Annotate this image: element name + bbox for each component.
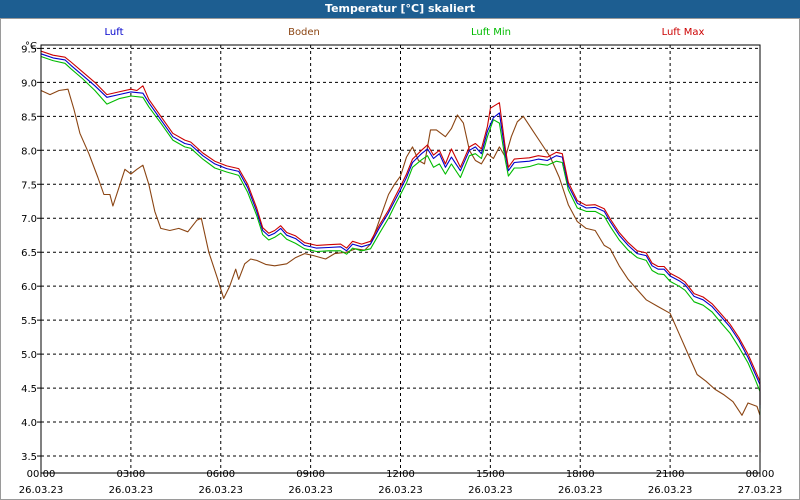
series-line-luft-max [40,50,761,406]
series-line-boden [40,88,761,453]
temperature-chart: °C Luft Boden Luft Min Luft Max 3.5 4.0 4.5 5.… [19,27,783,496]
x-tick-label-time: 00:00 [27,469,56,480]
y-tick-label: 5.5 [21,316,37,327]
x-tick-label-date: 26.03.23 [19,485,64,496]
x-tick-label-time: 09:00 [296,469,325,480]
y-axis-label: °C [25,41,37,52]
legend-item-luft-min: Luft Min [471,27,511,38]
series-line-luft [40,53,761,409]
legend-item-luft: Luft [105,27,124,38]
chart-panel: °C Luft Boden Luft Min Luft Max 3.5 4.0 4.5 5.… [0,18,800,500]
y-tick-label: 5.0 [21,350,37,361]
legend: Luft Boden Luft Min Luft Max [105,27,705,38]
y-tick-label: 9.0 [21,78,37,89]
x-tick-label-date: 26.03.23 [378,485,423,496]
legend-item-luft-max: Luft Max [662,27,705,38]
x-tick-label-time: 21:00 [656,469,685,480]
y-tick-label: 4.0 [21,418,37,429]
x-tick-label-date: 26.03.23 [648,485,693,496]
x-tick-label-time: 18:00 [566,469,595,480]
y-tick-label: 8.5 [21,112,37,123]
y-tick-label: 6.0 [21,282,37,293]
y-axis: 3.5 4.0 4.5 5.0 5.5 6.0 6.5 7.0 7.5 8.0 8.5 9.0 9.5 [21,44,41,463]
x-tick-label-time: 15:00 [476,469,505,480]
x-tick-label-time: 00:00 [746,469,775,480]
series-line-luft-min [40,55,761,416]
x-tick-label-date: 26.03.23 [558,485,603,496]
y-tick-label: 8.0 [21,146,37,157]
x-tick-label-time: 06:00 [206,469,235,480]
grid [41,45,760,473]
x-tick-label-date: 26.03.23 [198,485,243,496]
series-lines [40,50,761,453]
x-tick-label-date: 26.03.23 [109,485,154,496]
legend-item-boden: Boden [288,27,320,38]
x-tick-label-time: 03:00 [116,469,145,480]
y-tick-label: 6.5 [21,248,37,259]
plot-frame [40,44,761,474]
y-tick-label: 3.5 [21,452,37,463]
chart-title: Temperatur [°C] skaliert [0,0,800,18]
x-tick-label-date: 26.03.23 [468,485,513,496]
x-tick-label-date: 26.03.23 [288,485,333,496]
y-tick-label: 9.5 [21,44,37,55]
x-tick-label-date: 27.03.23 [738,485,783,496]
x-tick-label-time: 12:00 [386,469,415,480]
x-axis: 00:00 26.03.23 03:00 26.03.23 06:00 26.03.23 0… [19,469,783,496]
y-tick-label: 4.5 [21,384,37,395]
y-tick-label: 7.0 [21,214,37,225]
y-tick-label: 7.5 [21,180,37,191]
